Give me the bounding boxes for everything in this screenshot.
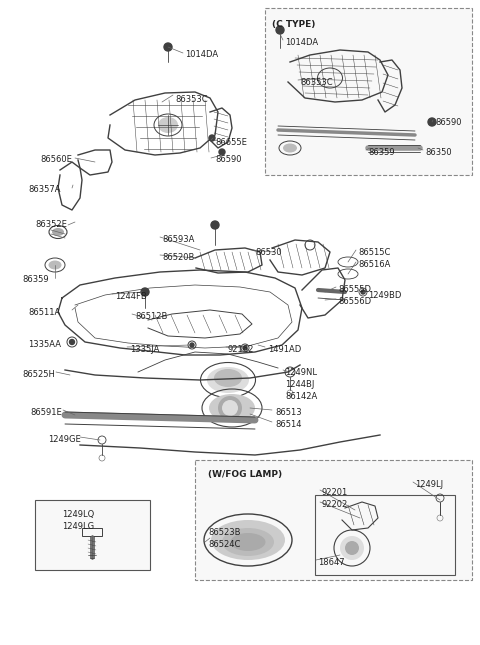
Text: 92202: 92202 <box>322 500 348 509</box>
Circle shape <box>361 290 365 294</box>
Text: 86560E: 86560E <box>40 155 72 164</box>
Circle shape <box>141 288 149 296</box>
Text: 86353C: 86353C <box>300 78 333 87</box>
Ellipse shape <box>207 367 249 393</box>
Text: 86530: 86530 <box>255 248 282 257</box>
Circle shape <box>209 135 215 141</box>
Circle shape <box>345 541 359 555</box>
Text: 86142A: 86142A <box>285 392 317 401</box>
Ellipse shape <box>214 369 242 387</box>
Text: 1335JA: 1335JA <box>130 345 159 354</box>
Text: 86513: 86513 <box>275 408 301 417</box>
Text: 86352E: 86352E <box>35 220 67 229</box>
Circle shape <box>222 400 238 416</box>
Text: 1014DA: 1014DA <box>185 50 218 59</box>
Text: 86357A: 86357A <box>28 185 60 194</box>
Text: 1491AD: 1491AD <box>268 345 301 354</box>
Text: 86511A: 86511A <box>28 308 60 317</box>
Circle shape <box>219 149 225 155</box>
Text: 86525H: 86525H <box>22 370 55 379</box>
Text: 86556D: 86556D <box>338 297 371 306</box>
Text: 1244BJ: 1244BJ <box>285 380 314 389</box>
Bar <box>35 500 150 570</box>
Circle shape <box>70 339 74 344</box>
Circle shape <box>218 396 242 420</box>
Text: 86590: 86590 <box>435 118 461 127</box>
Text: 86350: 86350 <box>425 148 452 157</box>
Text: 1014DA: 1014DA <box>285 38 318 47</box>
Text: 1249NL: 1249NL <box>285 368 317 377</box>
Bar <box>265 8 472 175</box>
Ellipse shape <box>209 394 255 422</box>
Bar <box>82 528 102 536</box>
Circle shape <box>276 26 284 34</box>
Text: 1249BD: 1249BD <box>368 291 401 300</box>
Circle shape <box>164 43 172 51</box>
Ellipse shape <box>48 261 61 270</box>
Text: 92162: 92162 <box>228 345 254 354</box>
Circle shape <box>211 221 219 229</box>
Text: 86523B: 86523B <box>208 528 240 537</box>
Text: 1249LG: 1249LG <box>62 522 94 531</box>
Bar <box>315 495 455 575</box>
Text: 86514: 86514 <box>275 420 301 429</box>
Text: 1249LQ: 1249LQ <box>62 510 94 519</box>
Circle shape <box>190 343 194 347</box>
Circle shape <box>428 118 436 126</box>
Text: 86353C: 86353C <box>175 95 208 104</box>
Ellipse shape <box>158 117 178 133</box>
Text: 86593A: 86593A <box>162 235 194 244</box>
Ellipse shape <box>230 533 265 551</box>
Text: 86524C: 86524C <box>208 540 240 549</box>
Text: 1249GE: 1249GE <box>48 435 81 444</box>
Ellipse shape <box>222 528 274 556</box>
Text: 86590: 86590 <box>215 155 241 164</box>
Text: 1249LJ: 1249LJ <box>415 480 443 489</box>
Ellipse shape <box>283 143 297 152</box>
Text: 86655E: 86655E <box>215 138 247 147</box>
Text: 86359: 86359 <box>368 148 395 157</box>
Text: 86520B: 86520B <box>162 253 194 262</box>
Text: 1244FB: 1244FB <box>115 292 147 301</box>
Text: 86555D: 86555D <box>338 285 371 294</box>
Text: 1335AA: 1335AA <box>28 340 61 349</box>
Text: 18647: 18647 <box>318 558 345 567</box>
Text: 86516A: 86516A <box>358 260 390 269</box>
Text: (C TYPE): (C TYPE) <box>272 20 315 29</box>
Text: 86512B: 86512B <box>135 312 168 321</box>
Ellipse shape <box>211 520 285 560</box>
Circle shape <box>340 536 364 560</box>
Ellipse shape <box>52 228 64 236</box>
Text: (W/FOG LAMP): (W/FOG LAMP) <box>208 470 282 479</box>
Text: 92201: 92201 <box>322 488 348 497</box>
Text: 86515C: 86515C <box>358 248 390 257</box>
Text: 86359: 86359 <box>22 275 48 284</box>
Circle shape <box>243 346 247 350</box>
Bar <box>195 460 472 580</box>
Text: 86591E: 86591E <box>30 408 62 417</box>
